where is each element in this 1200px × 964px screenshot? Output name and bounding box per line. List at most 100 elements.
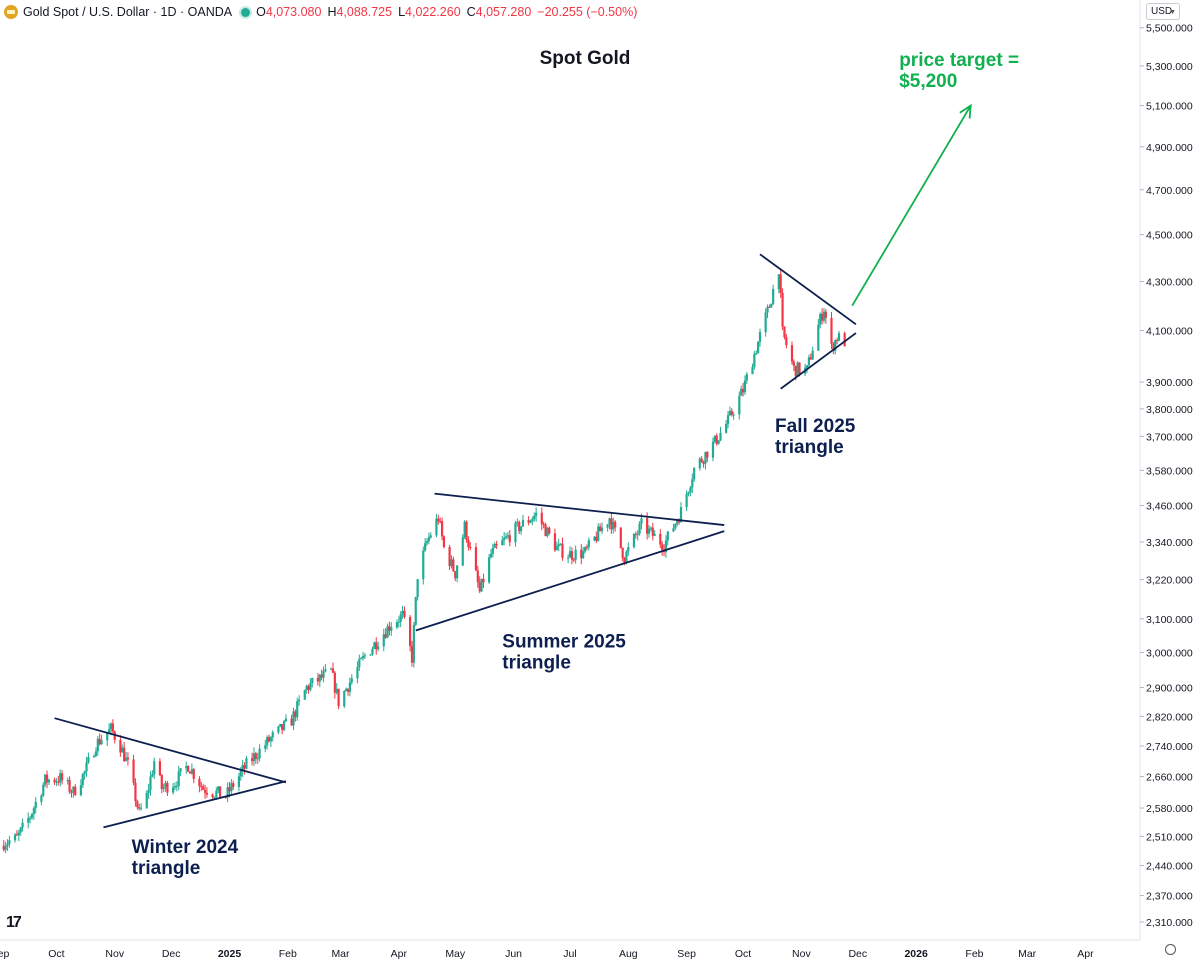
price-tick-label: 3,220.000 <box>1146 575 1193 587</box>
candle-body <box>85 762 88 772</box>
ohlc-close: C4,057.280 <box>466 5 532 19</box>
gear-icon[interactable] <box>1165 944 1176 955</box>
candle-body <box>322 671 325 678</box>
time-tick-label: Dec <box>162 948 181 960</box>
target-arrow-head <box>959 103 972 119</box>
time-tick-label: May <box>445 948 466 960</box>
candle-body <box>704 451 707 464</box>
candle-body <box>634 534 637 536</box>
candle-body <box>790 345 794 362</box>
tradingview-logo-icon[interactable]: 17 <box>6 914 22 931</box>
price-tick-label: 2,900.000 <box>1146 683 1193 695</box>
candle-body <box>568 551 572 558</box>
price-change: −20.255 (−0.50%) <box>537 5 638 19</box>
candle-body <box>640 518 643 524</box>
candle-body <box>377 646 380 650</box>
price-tick-label: 3,460.000 <box>1146 501 1193 513</box>
candle-body <box>796 362 799 377</box>
candle-body <box>136 801 139 808</box>
candle-body <box>320 674 323 678</box>
candle-body <box>480 578 483 592</box>
candle-body <box>202 786 205 790</box>
candle-body <box>171 787 175 793</box>
candle-body <box>53 779 56 783</box>
candle-body <box>134 782 137 802</box>
candle-body <box>702 461 705 464</box>
candle-body <box>17 832 20 836</box>
price-tick-label: 5,100.000 <box>1146 101 1193 113</box>
candle-body <box>442 536 446 548</box>
price-tick-label: 2,740.000 <box>1146 741 1193 753</box>
candle-body <box>358 659 361 668</box>
candle-body <box>781 292 784 327</box>
candle-body <box>239 771 242 777</box>
currency-selector[interactable]: USD ▼ <box>1146 3 1180 20</box>
ohlc-high: H4,088.725 <box>327 5 393 19</box>
candle-body <box>732 414 735 416</box>
triangle-trendline <box>54 717 287 784</box>
candle-body <box>254 753 257 759</box>
candle-body <box>72 786 75 793</box>
candle-body <box>836 340 839 342</box>
candle-body <box>408 617 412 647</box>
time-tick-label: Nov <box>792 948 811 960</box>
candle-body <box>725 423 728 433</box>
triangle-trendline <box>759 253 857 326</box>
candle-body <box>158 761 162 776</box>
candle-body <box>6 843 9 847</box>
candle-body <box>60 773 64 781</box>
candle-body <box>488 557 491 583</box>
time-tick-label: Feb <box>965 948 983 960</box>
candle-body <box>527 520 530 523</box>
candle-body <box>106 733 109 741</box>
candle-body <box>653 533 656 536</box>
candle-body <box>149 776 152 790</box>
candle-body <box>777 274 780 290</box>
candle-body <box>580 549 583 559</box>
price-tick-label: 2,820.000 <box>1146 711 1193 723</box>
gold-coin-icon <box>4 5 18 19</box>
time-tick-label: Apr <box>1077 948 1094 960</box>
candle-body <box>8 840 11 844</box>
candle-body <box>548 527 551 534</box>
candle-body <box>469 547 472 549</box>
candle-body <box>465 521 468 541</box>
candle-body <box>138 807 141 809</box>
candle-body <box>664 540 668 553</box>
candle-body <box>361 655 365 659</box>
time-tick-label: Aug <box>619 948 638 960</box>
candle-body <box>198 778 201 787</box>
candle-body <box>811 350 814 360</box>
market-open-icon <box>241 7 251 17</box>
candle-body <box>218 786 222 797</box>
time-tick-label: Sep <box>0 948 9 960</box>
candle-body <box>424 543 427 551</box>
candle-body <box>435 518 438 536</box>
candle-body <box>698 458 701 469</box>
candle-body <box>610 518 613 530</box>
candle-body <box>779 274 782 293</box>
candle-body <box>68 779 71 792</box>
candle-body <box>215 790 218 797</box>
candle-body <box>245 758 248 769</box>
candle-body <box>309 683 312 690</box>
candle-body <box>27 818 30 823</box>
candle-body <box>267 737 271 742</box>
candle-body <box>822 311 826 321</box>
symbol-title[interactable]: Gold Spot / U.S. Dollar · 1D · OANDA <box>23 5 233 19</box>
triangle-trendline <box>434 492 725 526</box>
candle-body <box>151 774 154 777</box>
candle-body <box>437 518 440 522</box>
candle-body <box>19 827 22 833</box>
candle-body <box>600 527 604 532</box>
candle-body <box>241 765 244 772</box>
triangle-trendline <box>103 780 287 829</box>
triangle-trendline <box>415 530 725 632</box>
candle-body <box>531 519 534 522</box>
price-tick-label: 5,300.000 <box>1146 61 1193 73</box>
candle-body <box>743 380 747 393</box>
candle-body <box>608 518 611 525</box>
candle-body <box>834 340 837 351</box>
candle-body <box>546 527 549 537</box>
